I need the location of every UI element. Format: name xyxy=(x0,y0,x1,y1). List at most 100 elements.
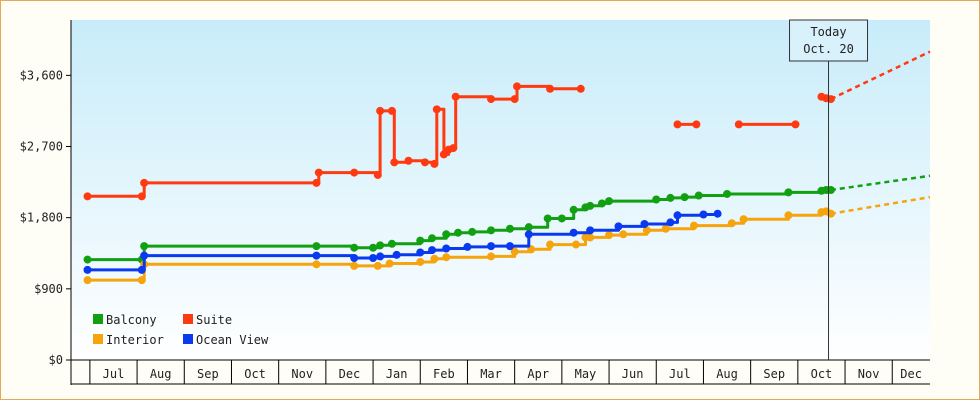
legend-swatch-suite xyxy=(183,314,193,324)
legend-label-suite: Suite xyxy=(196,313,232,327)
balcony-point xyxy=(376,241,385,250)
balcony-point xyxy=(442,230,451,239)
interior-point xyxy=(83,276,92,285)
balcony-point xyxy=(350,243,359,252)
x-tick-labels: Jul Aug Sep Oct Nov Dec Jan Feb Mar Apr May Jun Jul A… xyxy=(103,367,922,381)
today-date: Oct. 20 xyxy=(803,42,854,56)
balcony-point xyxy=(524,223,533,232)
ocean-view-point xyxy=(392,250,401,259)
suite-point xyxy=(432,105,441,114)
suite-point xyxy=(692,120,701,129)
interior-point xyxy=(619,230,628,239)
suite-point xyxy=(137,192,146,201)
balcony-point xyxy=(557,214,566,223)
ocean-view-point xyxy=(369,254,378,262)
x-tick-label: Mar xyxy=(480,367,502,381)
ocean-view-point xyxy=(505,242,514,251)
ocean-view-point xyxy=(487,242,496,251)
interior-point xyxy=(416,257,425,266)
interior-point xyxy=(487,252,496,261)
balcony-point xyxy=(680,193,689,202)
balcony-point xyxy=(428,234,437,243)
x-tick-label: Jun xyxy=(622,367,644,381)
suite-point xyxy=(314,168,323,177)
y-tick-label: $900 xyxy=(34,282,63,296)
legend: Balcony Suite Interior Ocean View xyxy=(93,313,269,347)
suite-forecast-line xyxy=(830,50,931,101)
suite-point xyxy=(576,84,585,93)
x-tick-label: Apr xyxy=(527,367,549,381)
x-tick-label: May xyxy=(575,367,597,381)
ocean-view-point xyxy=(673,211,682,220)
balcony-point xyxy=(387,239,396,248)
legend-label-balcony: Balcony xyxy=(106,313,157,327)
suite-point xyxy=(373,170,382,179)
interior-point xyxy=(546,240,555,249)
today-label: Today xyxy=(810,25,846,39)
balcony-point xyxy=(505,224,514,233)
suite-point xyxy=(376,106,385,115)
interior-point xyxy=(430,254,439,263)
legend-swatch-balcony xyxy=(93,314,103,324)
suite-point xyxy=(390,158,399,167)
legend-swatch-interior xyxy=(93,334,103,344)
x-tick-label: Oct xyxy=(244,367,266,381)
interior-point xyxy=(605,231,614,240)
balcony-point xyxy=(369,243,378,252)
ocean-view-point xyxy=(524,230,533,239)
x-tick-label: Nov xyxy=(858,367,880,381)
balcony-point xyxy=(666,193,675,202)
ocean-view-point xyxy=(350,254,359,262)
suite-point xyxy=(140,178,149,187)
interior-point xyxy=(572,240,581,249)
today-box xyxy=(789,19,869,62)
interior-point xyxy=(661,224,670,233)
balcony-point xyxy=(569,205,578,214)
x-tick-label: Jul xyxy=(103,367,125,381)
suite-point xyxy=(546,84,555,93)
balcony-point xyxy=(487,226,496,235)
x-tick-label: Sep xyxy=(763,367,785,381)
balcony-point xyxy=(416,236,425,245)
suite-point xyxy=(734,120,743,129)
suite-point xyxy=(350,168,359,177)
suite-point xyxy=(791,120,800,129)
balcony-point xyxy=(694,191,703,200)
suite-point xyxy=(430,159,439,168)
suite-point xyxy=(513,82,522,91)
x-tick-label: Dec xyxy=(339,367,361,381)
axes xyxy=(66,20,930,385)
balcony-point xyxy=(597,199,606,208)
ocean-view-point xyxy=(442,244,451,253)
ocean-view-point xyxy=(713,209,722,218)
suite-point xyxy=(420,158,429,167)
interior-point xyxy=(312,260,321,269)
interior-point xyxy=(784,211,793,220)
ocean-view-point xyxy=(569,228,578,237)
interior-point xyxy=(510,247,519,256)
interior-point xyxy=(690,221,699,230)
suite-point xyxy=(510,95,519,104)
suite-point xyxy=(449,144,458,153)
today-marker: Today Oct. 20 xyxy=(789,19,869,360)
ocean-view-point xyxy=(312,251,321,260)
balcony-point xyxy=(468,227,477,236)
ocean-view-point xyxy=(614,222,623,231)
y-tick-label: $1,800 xyxy=(20,211,63,225)
suite-point xyxy=(83,192,92,201)
balcony-point xyxy=(140,242,149,251)
suite-point xyxy=(673,120,682,129)
x-tick-label: Sep xyxy=(197,367,219,381)
interior-point xyxy=(727,219,736,228)
balcony-point xyxy=(605,197,614,206)
interior-point xyxy=(350,261,359,270)
x-tick-label: Feb xyxy=(433,367,455,381)
suite-point xyxy=(312,178,321,187)
ocean-view-point xyxy=(640,220,649,228)
suite-point xyxy=(451,92,460,101)
x-tick-label: Aug xyxy=(150,367,172,381)
ocean-view-point xyxy=(586,226,595,235)
ocean-view-point xyxy=(137,265,146,274)
balcony-point xyxy=(652,195,661,204)
